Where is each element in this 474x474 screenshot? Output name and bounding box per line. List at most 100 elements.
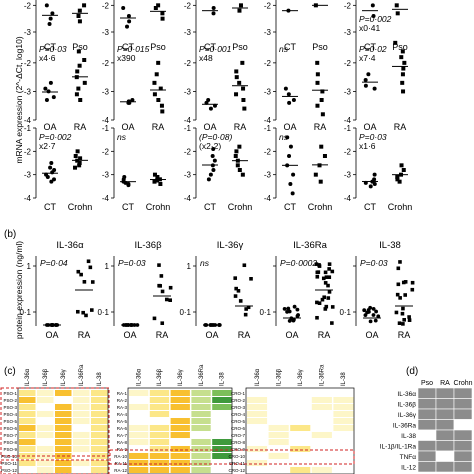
group-label: CT bbox=[122, 42, 134, 52]
heatmap-cell bbox=[149, 432, 170, 438]
group-label: OA bbox=[365, 330, 378, 340]
axis-tick-label: -2 bbox=[24, 147, 32, 156]
axis-tick-label: 1 bbox=[105, 262, 110, 271]
data-point-square bbox=[160, 11, 165, 16]
heatmap-row-label: PSO-12 bbox=[1, 468, 18, 473]
heatmap-cell bbox=[290, 397, 311, 403]
axis-tick-label: -3 bbox=[344, 28, 352, 37]
heatmap-cell bbox=[212, 467, 232, 473]
data-point-circle bbox=[127, 19, 132, 24]
heatmap-row-label: CRO-10 bbox=[228, 454, 245, 459]
data-point-square bbox=[410, 287, 415, 292]
heatmap-cell bbox=[212, 446, 232, 452]
plot-title: IL-36γ bbox=[217, 240, 244, 251]
heatmap-row-label: RA-8 bbox=[117, 440, 128, 445]
data-point-square bbox=[82, 58, 87, 62]
heatmap-cell bbox=[191, 390, 211, 396]
data-point-square bbox=[234, 69, 239, 74]
heatmap-cell bbox=[170, 453, 190, 459]
group-label: Pso bbox=[150, 42, 166, 52]
heatmap-row-label: RA-2 bbox=[117, 398, 128, 403]
heatmap-cell bbox=[268, 390, 289, 396]
heatmap-cell bbox=[37, 404, 54, 410]
data-point-square bbox=[152, 172, 157, 177]
data-point-square bbox=[320, 89, 325, 94]
axis-tick-label: -1 bbox=[102, 124, 110, 133]
stat-label: ns bbox=[200, 258, 210, 268]
data-point-square bbox=[398, 296, 402, 300]
data-point-square bbox=[243, 312, 248, 317]
heatmap-cell bbox=[191, 411, 211, 417]
heatmap-cell bbox=[268, 411, 289, 417]
heatmap-cell bbox=[91, 467, 108, 473]
heatmap-cell bbox=[268, 418, 289, 424]
axis-tick-label: -4 bbox=[264, 194, 272, 203]
heatmap-cell bbox=[149, 460, 170, 466]
heatmap-column-label: IL-38 bbox=[341, 372, 347, 386]
heatmap-cell bbox=[91, 432, 108, 438]
axis-tick-label: -2 bbox=[264, 1, 272, 10]
heatmap-cell bbox=[37, 418, 54, 424]
data-point-square bbox=[160, 16, 165, 21]
summary-cell bbox=[453, 440, 473, 452]
heatmap-row-label: CRO-6 bbox=[231, 426, 245, 431]
data-point-square bbox=[241, 98, 246, 102]
group-label: CT bbox=[204, 42, 216, 52]
data-point-square bbox=[168, 298, 173, 302]
group-label: RA bbox=[314, 122, 327, 132]
data-point-square bbox=[242, 263, 247, 268]
heatmap-cell bbox=[290, 467, 311, 473]
heatmap-cell bbox=[170, 404, 190, 410]
heatmap-column-label: IL-36α bbox=[136, 368, 142, 386]
heatmap-column-label: IL-36α bbox=[255, 368, 261, 386]
data-point-circle bbox=[362, 308, 367, 313]
data-point-circle bbox=[371, 313, 376, 317]
heatmap-cell bbox=[149, 418, 170, 424]
data-point-square bbox=[396, 282, 401, 287]
heatmap-column-label: IL-36α bbox=[25, 368, 31, 386]
heatmap-cell bbox=[170, 467, 190, 473]
heatmap-row-label: CRO-1 bbox=[231, 391, 245, 396]
stat-label: P=0·02 bbox=[359, 44, 387, 54]
heatmap-cell bbox=[333, 397, 354, 403]
data-point-circle bbox=[130, 98, 135, 102]
stat-label: ns bbox=[279, 44, 289, 54]
data-point-circle bbox=[125, 24, 130, 29]
summary-row-label: IL-1β/IL-1Ra bbox=[380, 444, 417, 451]
heatmap-cell bbox=[311, 404, 332, 410]
data-point-square bbox=[319, 98, 324, 102]
heatmap-cell bbox=[333, 467, 354, 473]
heatmap-cell bbox=[37, 397, 54, 403]
data-point-square bbox=[237, 144, 242, 149]
data-point-circle bbox=[48, 80, 53, 85]
data-point-square bbox=[319, 144, 324, 149]
group-label: RA bbox=[394, 122, 407, 132]
data-point-square bbox=[156, 3, 161, 8]
axis-tick-label: -4 bbox=[184, 194, 192, 203]
data-point-circle bbox=[43, 86, 48, 91]
data-point-square bbox=[75, 149, 80, 154]
data-point-square bbox=[82, 80, 87, 85]
summary-cell bbox=[435, 419, 455, 431]
data-point-circle bbox=[46, 89, 51, 94]
group-label: CT bbox=[44, 42, 56, 52]
group-label: RA bbox=[238, 330, 251, 340]
heatmap-cell bbox=[55, 404, 72, 410]
heatmap-cell bbox=[91, 446, 108, 452]
data-point-circle bbox=[372, 86, 377, 91]
panel-c-label: (c) bbox=[4, 366, 16, 377]
heatmap-cell bbox=[37, 453, 54, 459]
group-label: CT bbox=[364, 202, 376, 212]
data-point-circle bbox=[366, 308, 371, 312]
data-point-square bbox=[82, 280, 87, 284]
heatmap-cell bbox=[19, 411, 36, 417]
heatmap-cell bbox=[268, 404, 289, 410]
data-point-square bbox=[315, 300, 319, 305]
heatmap-cell bbox=[149, 446, 170, 452]
heatmap-cell bbox=[212, 432, 232, 438]
heatmap-cell bbox=[129, 453, 149, 459]
data-point-circle bbox=[48, 16, 53, 21]
summary-row-label: IL-38 bbox=[401, 433, 416, 440]
axis-tick-label: 1 bbox=[27, 262, 32, 271]
fold-label: x48 bbox=[199, 53, 213, 63]
